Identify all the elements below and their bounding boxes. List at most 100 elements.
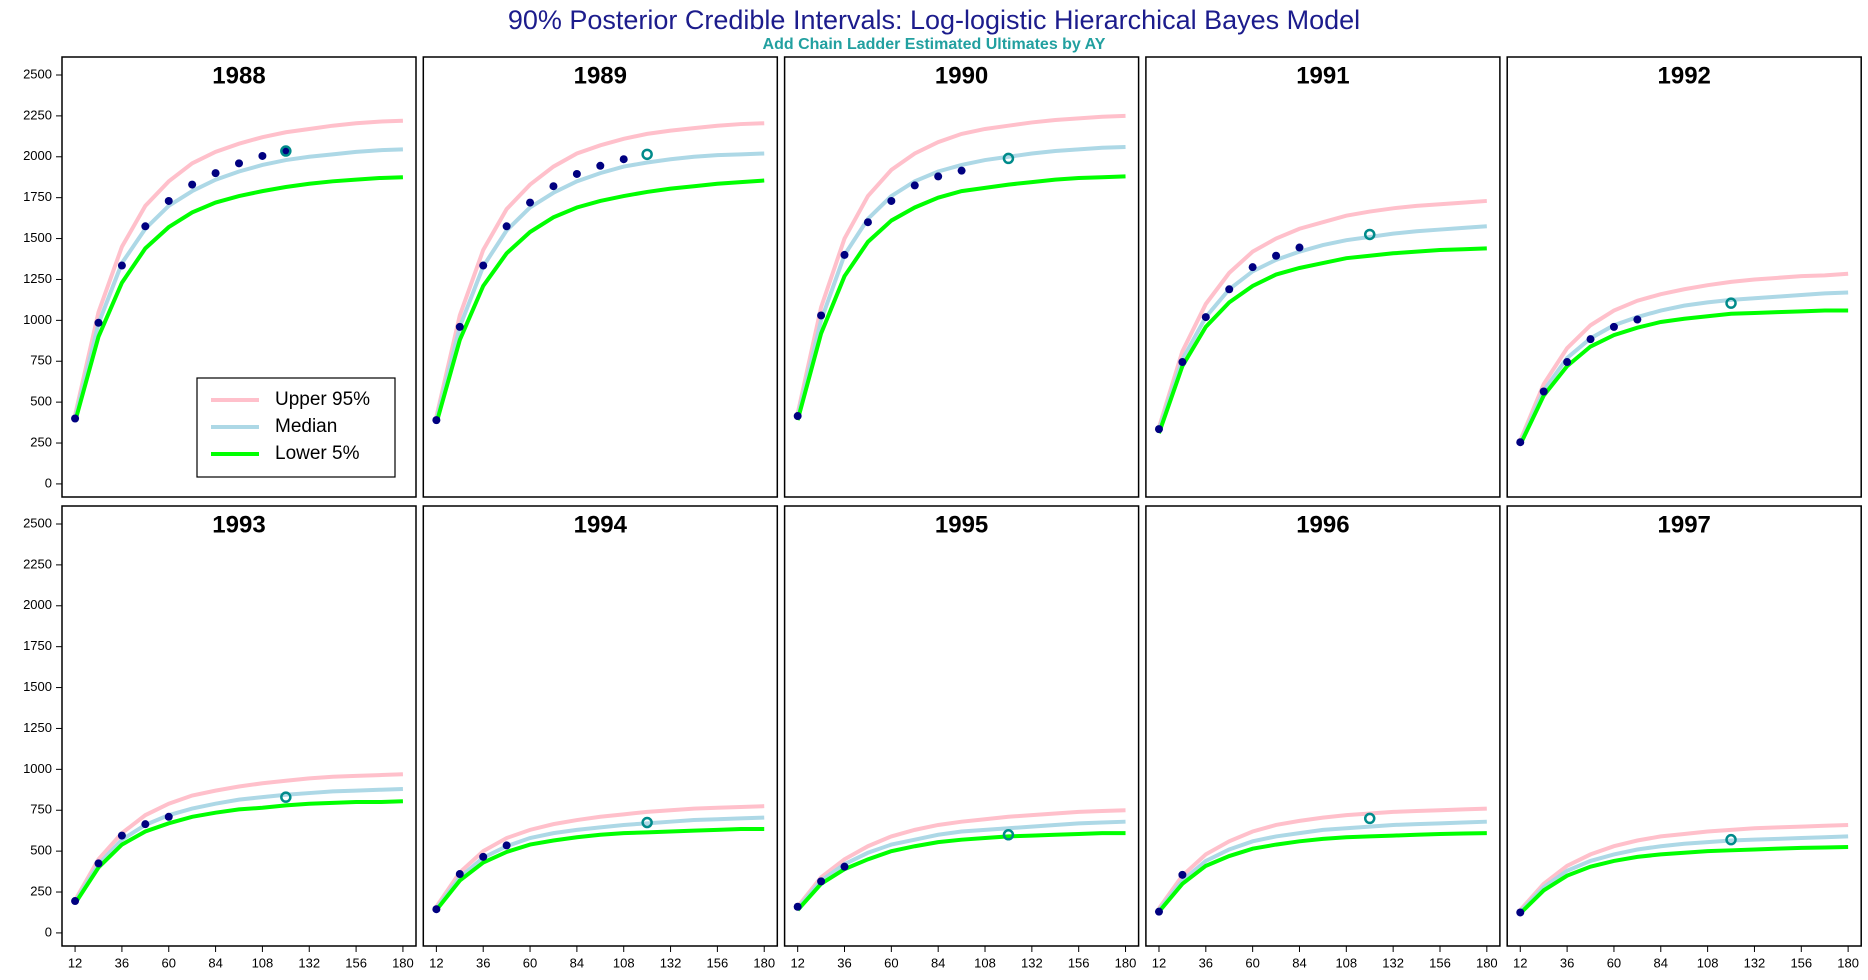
ultimate-point xyxy=(1363,812,1376,825)
series-line xyxy=(1157,246,1487,434)
panel-title: 1997 xyxy=(1658,511,1711,538)
observed-point xyxy=(1201,313,1210,322)
series-line xyxy=(1157,198,1487,429)
panel: 1992 xyxy=(1506,56,1862,498)
observed-point xyxy=(1633,315,1642,324)
panel: 1997 12 36 60 84 108 132 156 180 xyxy=(1506,505,1862,970)
x-tick-label: 36 xyxy=(476,955,490,970)
series-line xyxy=(434,827,765,912)
observed-point xyxy=(164,812,173,821)
legend-label: Lower 5% xyxy=(275,443,360,464)
observed-point xyxy=(817,877,826,886)
panel: 1989 xyxy=(422,56,779,498)
observed-point xyxy=(1154,425,1163,434)
series-line xyxy=(73,772,403,902)
observed-point xyxy=(549,182,558,191)
x-tick-label: 12 xyxy=(1513,955,1527,970)
series-line xyxy=(796,831,1126,912)
panel-frame xyxy=(422,56,779,498)
observed-point xyxy=(117,831,126,840)
ultimate-point xyxy=(641,816,653,829)
x-tick-label: 12 xyxy=(429,955,443,970)
y-tick-label: 2500 xyxy=(23,515,52,530)
x-tick-label: 12 xyxy=(790,955,804,970)
ultimate-point xyxy=(280,145,292,157)
observed-point xyxy=(211,169,220,178)
observed-point xyxy=(71,414,80,423)
panel-frame xyxy=(422,505,779,947)
y-tick-label: 1250 xyxy=(23,720,52,735)
x-tick-label: 84 xyxy=(1292,955,1306,970)
x-tick-label: 36 xyxy=(115,955,129,970)
observed-point xyxy=(94,859,103,868)
ultimate-point xyxy=(1002,829,1015,841)
x-tick-label: 132 xyxy=(298,955,320,970)
x-tick-label: 108 xyxy=(252,955,274,970)
observed-point xyxy=(479,852,488,861)
observed-point xyxy=(117,261,126,270)
x-tick-label: 108 xyxy=(1697,955,1719,970)
series-line xyxy=(796,808,1126,908)
observed-point xyxy=(793,902,802,911)
y-tick-label: 250 xyxy=(30,883,52,898)
x-tick-label: 180 xyxy=(1115,955,1137,970)
series-line xyxy=(73,799,403,905)
series-line xyxy=(795,113,1126,415)
panel-title: 1993 xyxy=(212,511,265,538)
series-line xyxy=(73,147,403,419)
observed-point xyxy=(1248,263,1257,272)
y-tick-label: 1250 xyxy=(23,271,52,286)
series-line xyxy=(73,175,403,423)
x-tick-label: 84 xyxy=(570,955,584,970)
chart-title: 90% Posterior Credible Intervals: Log-lo… xyxy=(508,5,1360,35)
series-line xyxy=(1518,845,1849,915)
x-tick-label: 12 xyxy=(68,955,82,970)
observed-point xyxy=(619,155,628,164)
observed-point xyxy=(1178,358,1187,367)
x-tick-label: 60 xyxy=(884,955,898,970)
observed-point xyxy=(94,318,103,327)
panel-frame xyxy=(1506,505,1862,947)
observed-point xyxy=(934,172,943,181)
x-tick-label: 156 xyxy=(345,955,367,970)
observed-point xyxy=(455,322,464,331)
observed-point xyxy=(502,841,511,850)
ultimate-point xyxy=(1002,152,1015,165)
observed-point xyxy=(526,198,535,207)
x-tick-label: 60 xyxy=(1607,955,1621,970)
ultimate-point xyxy=(641,148,653,161)
x-tick-label: 60 xyxy=(1245,955,1259,970)
observed-point xyxy=(957,166,966,175)
y-tick-label: 500 xyxy=(30,394,52,409)
y-tick-label: 750 xyxy=(30,802,52,817)
series-line xyxy=(434,121,765,418)
x-tick-label: 36 xyxy=(837,955,851,970)
x-tick-label: 132 xyxy=(1021,955,1043,970)
panel-title: 1989 xyxy=(574,62,627,89)
x-tick-label: 180 xyxy=(392,955,414,970)
panel: 1995 12 36 60 84 108 132 156 180 xyxy=(783,505,1140,970)
series-line xyxy=(434,151,765,421)
panel-title: 1996 xyxy=(1296,511,1349,538)
observed-point xyxy=(141,222,150,231)
x-tick-label: 180 xyxy=(753,955,775,970)
observed-point xyxy=(1272,251,1281,260)
panel-title: 1992 xyxy=(1658,62,1711,89)
series-line xyxy=(434,804,765,908)
observed-point xyxy=(71,897,80,906)
panel: 1991 xyxy=(1145,56,1501,498)
x-tick-label: 156 xyxy=(1068,955,1090,970)
series-line xyxy=(795,174,1126,421)
y-tick-label: 750 xyxy=(30,353,52,368)
x-tick-label: 180 xyxy=(1476,955,1498,970)
observed-point xyxy=(432,416,441,425)
observed-point xyxy=(1178,870,1187,879)
ultimate-point xyxy=(1725,833,1737,846)
y-tick-label: 1750 xyxy=(23,638,52,653)
y-tick-label: 1500 xyxy=(23,230,52,245)
legend-label: Upper 95% xyxy=(275,389,370,410)
y-tick-label: 500 xyxy=(30,843,52,858)
observed-point xyxy=(432,905,441,914)
y-tick-label: 1000 xyxy=(23,761,52,776)
series-line xyxy=(434,178,765,424)
